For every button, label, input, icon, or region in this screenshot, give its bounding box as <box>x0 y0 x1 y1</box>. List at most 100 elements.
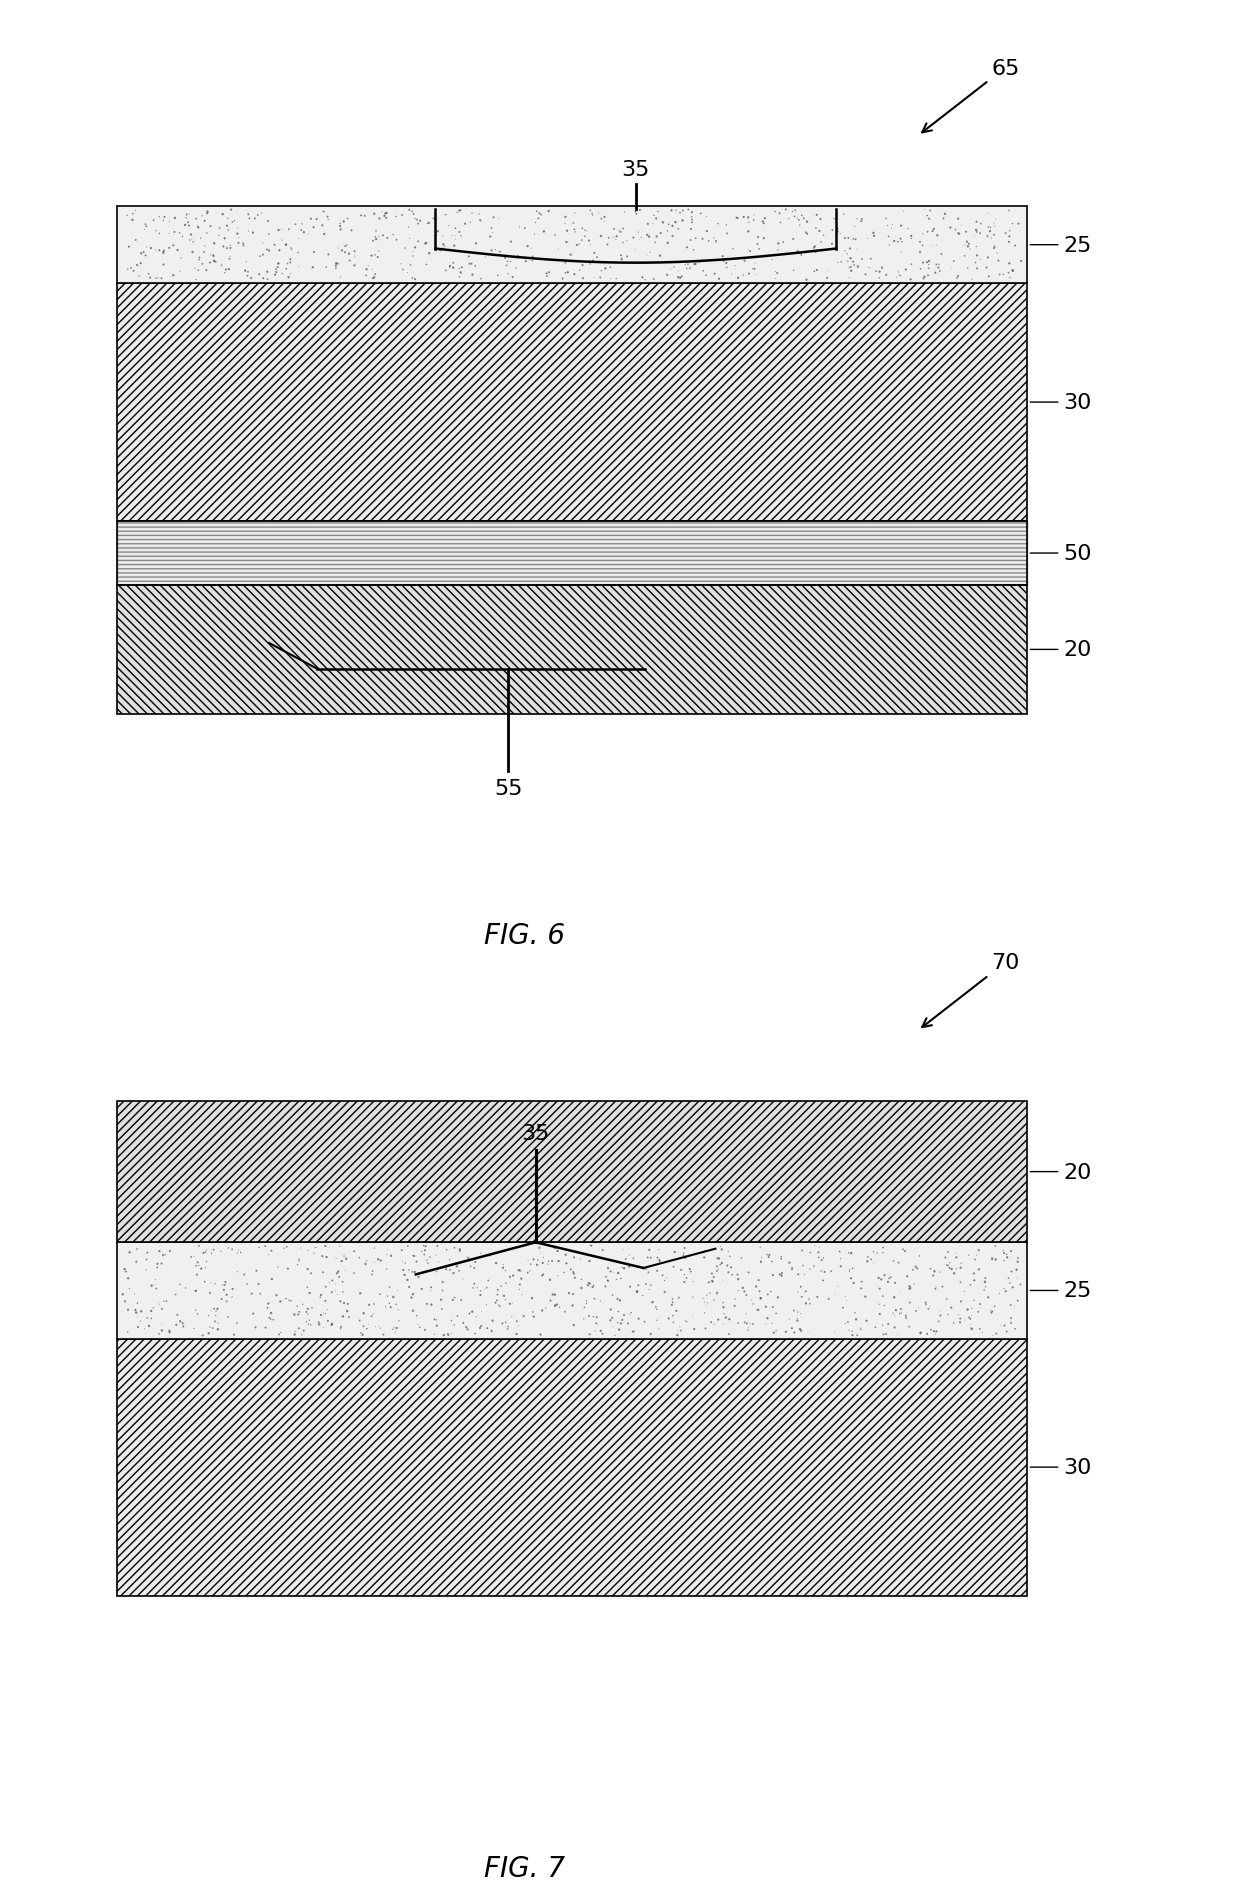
Point <box>878 1267 898 1297</box>
Point <box>206 1268 226 1299</box>
Point <box>574 1304 594 1334</box>
Point <box>216 256 236 286</box>
Point <box>377 224 397 254</box>
Point <box>454 1308 474 1338</box>
Point <box>668 1284 688 1314</box>
Point <box>745 248 765 279</box>
Point <box>843 247 863 277</box>
Point <box>531 1238 551 1268</box>
Point <box>321 1310 341 1340</box>
Point <box>136 1244 156 1274</box>
Point <box>682 198 702 228</box>
Point <box>640 1235 660 1265</box>
Point <box>239 205 259 235</box>
Point <box>618 226 637 256</box>
Point <box>149 235 169 265</box>
Point <box>159 220 179 250</box>
Point <box>769 230 789 260</box>
Point <box>573 263 593 294</box>
Point <box>546 1280 565 1310</box>
Point <box>376 1291 396 1321</box>
Point <box>900 265 920 295</box>
Point <box>339 239 358 269</box>
Point <box>368 237 388 267</box>
Point <box>851 1316 870 1346</box>
Text: 70: 70 <box>923 952 1019 1028</box>
Point <box>527 1250 547 1280</box>
Point <box>745 260 765 290</box>
Point <box>219 245 239 275</box>
Point <box>805 1231 825 1261</box>
Point <box>362 256 382 286</box>
Point <box>219 254 239 284</box>
Point <box>975 1267 994 1297</box>
Point <box>228 228 248 258</box>
Point <box>428 1231 448 1261</box>
Point <box>517 231 537 262</box>
Point <box>365 1248 384 1278</box>
Point <box>154 1240 174 1270</box>
Point <box>947 263 967 294</box>
Point <box>124 256 144 286</box>
Point <box>396 233 415 263</box>
Point <box>394 1261 414 1291</box>
Point <box>591 256 611 286</box>
Point <box>153 1316 172 1346</box>
Point <box>604 215 624 245</box>
Point <box>749 1265 769 1295</box>
Point <box>827 215 847 245</box>
Point <box>1003 256 1023 286</box>
Point <box>187 213 207 243</box>
Point <box>301 1310 321 1340</box>
Point <box>151 1310 171 1340</box>
Point <box>221 233 241 263</box>
Point <box>609 1316 629 1346</box>
Point <box>667 1321 687 1351</box>
Point <box>691 199 711 230</box>
Point <box>833 199 853 230</box>
Point <box>666 196 686 226</box>
Point <box>903 1255 923 1285</box>
Point <box>446 222 466 252</box>
Point <box>971 1289 991 1319</box>
Point <box>217 211 237 241</box>
Point <box>728 1276 748 1306</box>
Point <box>418 209 438 239</box>
Point <box>465 1319 485 1349</box>
Point <box>398 1231 418 1261</box>
Point <box>444 1233 464 1263</box>
Point <box>859 254 879 284</box>
Point <box>1008 1244 1028 1274</box>
Point <box>487 262 507 292</box>
Point <box>644 265 663 295</box>
Point <box>167 235 187 265</box>
Point <box>148 1250 167 1280</box>
Point <box>728 1265 748 1295</box>
Text: 25: 25 <box>1030 1282 1091 1300</box>
Point <box>780 1304 800 1334</box>
Point <box>331 1312 351 1342</box>
Point <box>585 1316 605 1346</box>
Point <box>334 1289 353 1319</box>
Point <box>326 250 346 280</box>
Point <box>971 209 991 239</box>
Point <box>879 231 899 262</box>
Point <box>465 1248 485 1278</box>
Point <box>154 207 174 237</box>
Point <box>703 1267 723 1297</box>
Point <box>186 1276 206 1306</box>
Point <box>910 1317 930 1348</box>
Point <box>547 1289 567 1319</box>
Point <box>398 1265 418 1295</box>
Point <box>445 226 465 256</box>
Bar <box>117 1101 1028 1242</box>
Point <box>215 1270 234 1300</box>
Point <box>968 1255 988 1285</box>
Point <box>217 1280 237 1310</box>
Point <box>930 1257 950 1287</box>
Point <box>738 235 758 265</box>
Point <box>356 262 376 292</box>
Point <box>320 1233 340 1263</box>
Point <box>789 1278 808 1308</box>
Point <box>298 1255 317 1285</box>
